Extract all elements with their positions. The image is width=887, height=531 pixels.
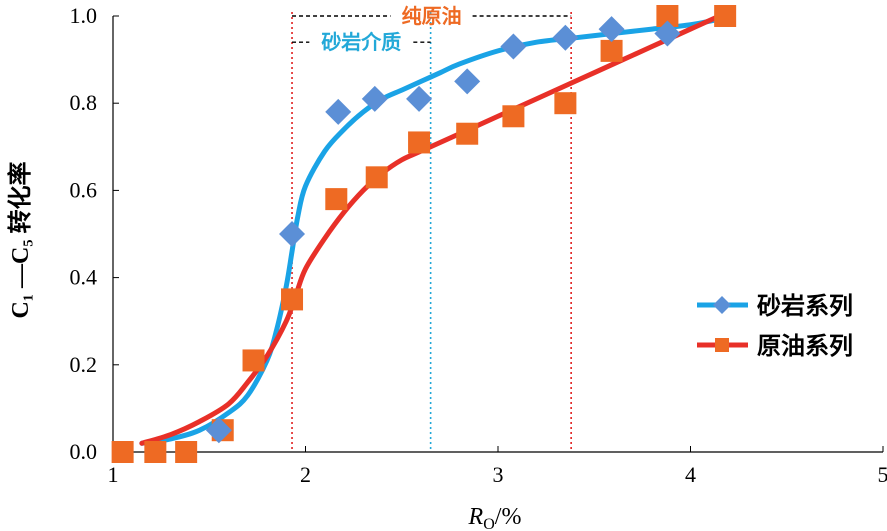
data-point-series-1 xyxy=(144,441,167,463)
y-axis-title: C₁ —C₅ 转化率 xyxy=(6,161,34,318)
data-point-series-0 xyxy=(598,16,625,43)
data-point-series-1 xyxy=(554,92,577,115)
x-tick-label: 5 xyxy=(878,462,887,487)
data-point-series-1 xyxy=(175,441,198,463)
fit-curves xyxy=(139,13,722,446)
data-point-series-1 xyxy=(408,131,431,154)
data-point-series-1 xyxy=(111,441,134,463)
data-point-series-1 xyxy=(242,349,265,372)
data-point-series-1 xyxy=(656,5,679,27)
axes: 1 2 3 4 5 0.0 0.2 0.4 0.6 0.8 1.0 RO/% C₁ —C₅ 转化率 xyxy=(6,3,887,531)
data-point-series-1 xyxy=(281,288,304,311)
x-tick-label: 2 xyxy=(300,462,311,487)
y-tick-label: 0.4 xyxy=(70,265,98,290)
data-point-series-1 xyxy=(325,188,348,211)
data-point-series-1 xyxy=(502,105,525,128)
data-point-series-0 xyxy=(325,98,352,125)
data-point-series-0 xyxy=(205,417,232,444)
data-point-series-0 xyxy=(361,85,388,112)
y-tick-label: 0.6 xyxy=(70,177,98,202)
legend-marker-0 xyxy=(713,296,731,314)
data-point-series-0 xyxy=(654,20,681,47)
data-point-series-1 xyxy=(456,122,479,145)
data-point-series-0 xyxy=(406,85,433,112)
fit-curve-series-1 xyxy=(139,13,722,446)
y-tick-label: 1.0 xyxy=(70,3,98,28)
range-label: 纯原油 xyxy=(402,4,462,28)
x-axis-title: RO/% xyxy=(468,504,522,531)
legend-label-0: 砂岩系列 xyxy=(757,292,853,320)
legend-marker-1 xyxy=(715,338,729,352)
data-point-series-0 xyxy=(552,24,579,51)
data-points xyxy=(111,5,737,463)
data-point-series-1 xyxy=(365,166,388,189)
y-tick-label: 0.8 xyxy=(70,90,98,115)
data-point-series-1 xyxy=(714,5,737,27)
x-tick-label: 4 xyxy=(685,462,696,487)
range-label: 砂岩介质 xyxy=(321,30,401,54)
fit-curve-series-0 xyxy=(139,17,717,446)
data-point-series-0 xyxy=(500,33,527,60)
y-tick-label: 0.2 xyxy=(70,352,98,377)
data-point-series-0 xyxy=(279,221,306,247)
legend-label-1: 原油系列 xyxy=(757,332,853,360)
data-point-series-0 xyxy=(454,68,481,95)
data-point-series-1 xyxy=(600,39,623,62)
x-tick-label: 1 xyxy=(108,462,119,487)
x-tick-label: 3 xyxy=(493,462,504,487)
y-tick-label: 0.0 xyxy=(70,439,98,464)
